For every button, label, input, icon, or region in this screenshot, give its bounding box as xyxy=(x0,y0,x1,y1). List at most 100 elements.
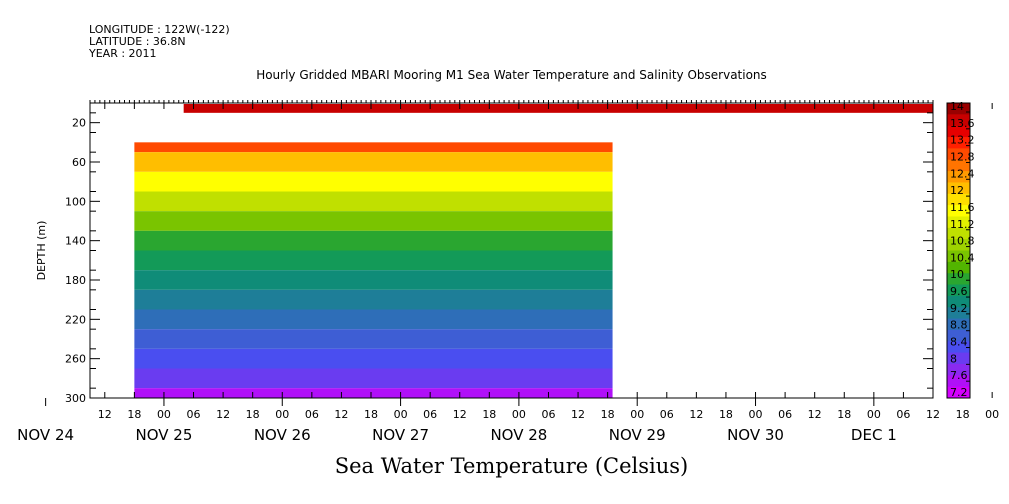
y-axis-title: DEPTH (m) xyxy=(35,221,48,281)
colorbar-label: 8 xyxy=(950,352,957,365)
x-hour-label: 00 xyxy=(749,408,763,421)
x-hour-label: 12 xyxy=(453,408,467,421)
x-axis-title: Sea Water Temperature (Celsius) xyxy=(334,454,689,478)
x-hour-label: 18 xyxy=(956,408,970,421)
x-hour-label: 12 xyxy=(334,408,348,421)
x-hour-label: 00 xyxy=(630,408,644,421)
x-hour-label: 00 xyxy=(157,408,171,421)
x-hour-label: 00 xyxy=(867,408,881,421)
x-hour-label: 00 xyxy=(275,408,289,421)
colorbar-label: 11.2 xyxy=(950,218,975,231)
colorbar-label: 9.6 xyxy=(950,285,968,298)
x-hour-label: 12 xyxy=(926,408,940,421)
colorbar-label: 14 xyxy=(950,100,964,113)
year-label: YEAR : 2011 xyxy=(89,47,157,60)
colorbar-swatch xyxy=(947,159,970,172)
colorbar-label: 12.8 xyxy=(950,150,975,163)
x-date-label: NOV 28 xyxy=(490,426,547,444)
x-date-label: NOV 25 xyxy=(136,426,193,444)
y-tick-label: 20 xyxy=(72,117,86,130)
x-hour-label: 06 xyxy=(896,408,910,421)
y-tick-label: 60 xyxy=(72,156,86,169)
x-date-label: NOV 30 xyxy=(727,426,784,444)
y-tick-label: 100 xyxy=(65,195,86,208)
x-hour-label: 00 xyxy=(394,408,408,421)
colorbar-swatch xyxy=(947,318,970,331)
x-date-label: NOV 27 xyxy=(372,426,429,444)
colorbar-swatch xyxy=(947,352,970,365)
x-date-label: DEC 1 xyxy=(851,426,897,444)
colorbar-swatch xyxy=(947,171,970,183)
temperature-band xyxy=(134,211,613,231)
temperature-band xyxy=(134,348,613,369)
x-date-label: NOV 26 xyxy=(254,426,311,444)
colorbar-label: 8.4 xyxy=(950,336,968,349)
y-tick-label: 140 xyxy=(65,235,86,248)
colorbar-frame xyxy=(946,102,971,399)
colorbar-swatch xyxy=(947,341,970,354)
colorbar-swatch xyxy=(947,205,970,217)
colorbar-swatch xyxy=(947,193,970,206)
x-hour-label: 12 xyxy=(216,408,230,421)
temperature-band xyxy=(134,171,613,192)
colorbar-label: 13.6 xyxy=(950,117,975,130)
colorbar-label: 12 xyxy=(950,184,964,197)
x-hour-label: 18 xyxy=(482,408,496,421)
colorbar-label: 10 xyxy=(950,268,964,281)
temperature-band xyxy=(134,289,613,310)
temperature-band xyxy=(134,142,613,153)
temperature-band xyxy=(134,270,613,290)
surface-temperature-strip xyxy=(183,104,933,113)
colorbar-swatch xyxy=(947,148,970,161)
x-hour-label: 18 xyxy=(601,408,615,421)
colorbar-swatch xyxy=(947,307,970,320)
colorbar-swatch xyxy=(947,103,970,115)
temperature-band xyxy=(134,230,613,251)
x-hour-label: 18 xyxy=(719,408,733,421)
x-hour-label: 12 xyxy=(98,408,112,421)
colorbar-label: 12.4 xyxy=(950,167,975,180)
colorbar-swatch xyxy=(947,273,970,286)
colorbar-swatch xyxy=(947,386,970,399)
x-hour-label: 00 xyxy=(985,408,999,421)
temperature-band xyxy=(134,152,613,172)
x-hour-label: 12 xyxy=(808,408,822,421)
temperature-band xyxy=(134,329,613,349)
temperature-band xyxy=(134,368,613,389)
colorbar-label: 10.4 xyxy=(950,251,975,264)
x-date-label: NOV 29 xyxy=(609,426,666,444)
x-hour-label: 18 xyxy=(364,408,378,421)
colorbar-swatch xyxy=(947,375,970,388)
y-tick-label: 220 xyxy=(65,313,86,326)
colorbar-swatch xyxy=(947,114,970,127)
x-hour-label: 06 xyxy=(305,408,319,421)
colorbar-swatch xyxy=(947,227,970,240)
colorbar-label: 11.6 xyxy=(950,201,975,214)
colorbar-label: 10.8 xyxy=(950,235,975,248)
colorbar-swatch xyxy=(947,363,970,376)
x-hour-label: 12 xyxy=(689,408,703,421)
longitude-label: LONGITUDE : 122W(-122) xyxy=(89,23,230,36)
chart-title: Hourly Gridded MBARI Mooring M1 Sea Wate… xyxy=(256,68,767,82)
colorbar-label: 7.6 xyxy=(950,369,968,382)
y-tick-label: 260 xyxy=(65,353,86,366)
colorbar-swatch xyxy=(947,329,970,342)
colorbar-swatch xyxy=(947,239,970,251)
colorbar-swatch xyxy=(947,137,970,149)
colorbar-label: 7.2 xyxy=(950,386,968,399)
colorbar-swatch xyxy=(947,216,970,229)
colorbar-swatch xyxy=(947,182,970,195)
x-hour-label: 06 xyxy=(187,408,201,421)
temperature-band xyxy=(134,250,613,271)
x-hour-label: 18 xyxy=(127,408,141,421)
x-hour-label: 18 xyxy=(837,408,851,421)
x-hour-label: 06 xyxy=(660,408,674,421)
x-hour-label: 06 xyxy=(778,408,792,421)
colorbar-label: 9.2 xyxy=(950,302,968,315)
temperature-band xyxy=(134,309,613,330)
colorbar-label: 13.2 xyxy=(950,134,975,147)
x-hour-label: 12 xyxy=(571,408,585,421)
y-tick-label: 300 xyxy=(65,392,86,405)
temperature-band xyxy=(134,388,613,398)
colorbar-swatch xyxy=(947,250,970,263)
